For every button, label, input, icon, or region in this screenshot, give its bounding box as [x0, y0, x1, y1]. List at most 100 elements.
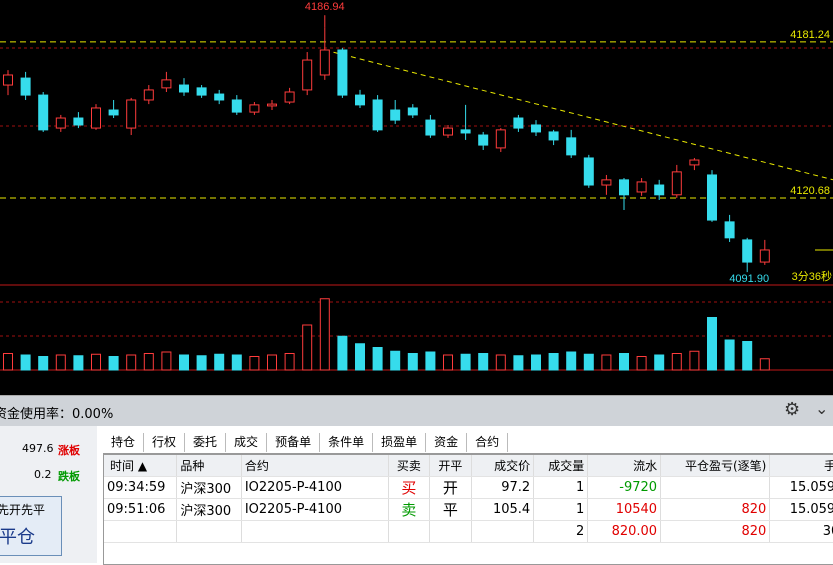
- tab[interactable]: 合约: [467, 433, 509, 452]
- limit-down-value: 0.2: [34, 468, 52, 481]
- candle-body: [20, 77, 31, 96]
- table-cell: 97.2: [471, 476, 535, 499]
- level-label: 4181.24: [790, 29, 830, 41]
- volume-bar: [196, 355, 207, 371]
- volume-bar: [407, 353, 418, 371]
- volume-bar: [636, 356, 647, 371]
- tab[interactable]: 条件单: [320, 433, 374, 452]
- candle-body: [390, 109, 401, 121]
- candle-body: [425, 119, 436, 136]
- tab[interactable]: 资金: [426, 433, 468, 452]
- status-bar: 资金使用率：0.00% ⚙ ⌄: [0, 395, 833, 426]
- tabs: 持仓 行权 委托 成交 预备单 条件单 损盈单 资金 合约: [103, 433, 833, 454]
- candle-body: [302, 59, 313, 91]
- volume-bar: [513, 355, 524, 371]
- table-cell: 1: [533, 476, 589, 499]
- volume-bar: [55, 354, 66, 371]
- volume-bar: [284, 353, 295, 371]
- candle-body: [548, 131, 559, 141]
- volume-bar: [91, 353, 101, 371]
- tab[interactable]: 行权: [144, 433, 186, 452]
- candle-body: [337, 49, 348, 96]
- table: 时间 ▲品种合约买卖开平成交价成交量流水平仓盈亏(逐笔)手续费09:34:59沪…: [104, 455, 833, 543]
- candle-body: [478, 134, 489, 146]
- volume-bar: [337, 335, 348, 371]
- limit-down-label: 跌板: [58, 470, 80, 483]
- candle-body: [654, 184, 665, 196]
- candle-body: [583, 157, 594, 186]
- table-cell: 手续费: [769, 455, 833, 477]
- table-cell: 30.10: [769, 520, 833, 543]
- volume-bar: [249, 356, 260, 371]
- table-cell: [241, 520, 389, 543]
- table-cell: 开平: [429, 455, 472, 477]
- table-cell: 820: [660, 520, 771, 543]
- table-cell: 820.00: [587, 520, 662, 543]
- close-button[interactable]: 平仓: [0, 527, 35, 548]
- mode-button[interactable]: 先开先平: [0, 503, 46, 517]
- candle-body: [179, 84, 189, 93]
- candle-body: [249, 104, 260, 113]
- volume-bar: [214, 353, 225, 371]
- candle-body: [91, 107, 101, 129]
- candle-body: [759, 249, 770, 263]
- volume-bar: [179, 354, 189, 371]
- table-cell: -9720: [587, 476, 662, 499]
- volume-bar: [671, 353, 682, 371]
- tab[interactable]: 损盈单: [373, 433, 427, 452]
- limit-up-label: 涨板: [58, 444, 80, 457]
- volume-bar: [319, 298, 330, 371]
- table-cell: 品种: [176, 455, 242, 477]
- candle-body: [443, 127, 453, 136]
- candle-body: [108, 109, 119, 116]
- candle-body: [126, 99, 137, 129]
- candle-body: [460, 129, 471, 134]
- table-cell: 沪深300: [176, 476, 242, 499]
- candle-body: [531, 124, 541, 133]
- candle-body: [566, 137, 577, 156]
- candle-body: [284, 91, 295, 103]
- volume-bar: [38, 356, 49, 371]
- candle-body: [513, 117, 524, 129]
- table-cell: 15.059007: [769, 498, 833, 521]
- candle-body: [267, 103, 277, 107]
- trend-line: [324, 49, 833, 181]
- volume-bar: [531, 354, 541, 371]
- tab[interactable]: 成交: [226, 433, 268, 452]
- table-cell: [104, 520, 178, 543]
- trade-table: 时间 ▲品种合约买卖开平成交价成交量流水平仓盈亏(逐笔)手续费09:34:59沪…: [103, 454, 833, 565]
- tab[interactable]: 预备单: [267, 433, 321, 452]
- table-cell: [429, 520, 472, 543]
- candle-body: [495, 129, 506, 149]
- table-cell: 2: [533, 520, 589, 543]
- collapse-icon[interactable]: ⌄: [815, 399, 829, 418]
- volume-bar: [161, 351, 172, 371]
- table-cell: [660, 476, 771, 499]
- volume-bar: [742, 341, 753, 371]
- volume-bar: [707, 317, 717, 371]
- volume-bar: [302, 324, 313, 371]
- candle-body: [3, 74, 13, 86]
- volume-bar: [566, 351, 577, 371]
- table-row[interactable]: 09:51:06 沪深300 IO2205-P-4100 卖平 105.4 1 10540 8…: [104, 498, 833, 521]
- volume-bar: [443, 354, 453, 371]
- tab[interactable]: 委托: [185, 433, 227, 452]
- volume-bar: [495, 354, 506, 371]
- table-cell: 沪深300: [176, 498, 242, 521]
- candle-body: [355, 94, 365, 106]
- table-cell: 105.4: [471, 498, 535, 521]
- settings-icon[interactable]: ⚙: [784, 399, 801, 420]
- max-label: 4186.94: [305, 1, 345, 13]
- table-cell: [471, 520, 535, 543]
- candle-body: [707, 174, 717, 221]
- volume-bar: [583, 353, 594, 371]
- tab[interactable]: 持仓: [103, 433, 145, 452]
- volume-bar: [108, 356, 119, 371]
- table-row[interactable]: 09:34:59 沪深300 IO2205-P-4100 买开 97.2 1 -9720 15…: [104, 476, 833, 499]
- table-cell: 合约: [241, 455, 389, 477]
- button-box: 先开先平 平仓: [0, 496, 62, 556]
- table-cell: 买: [388, 476, 431, 499]
- table-cell: IO2205-P-4100: [241, 476, 389, 499]
